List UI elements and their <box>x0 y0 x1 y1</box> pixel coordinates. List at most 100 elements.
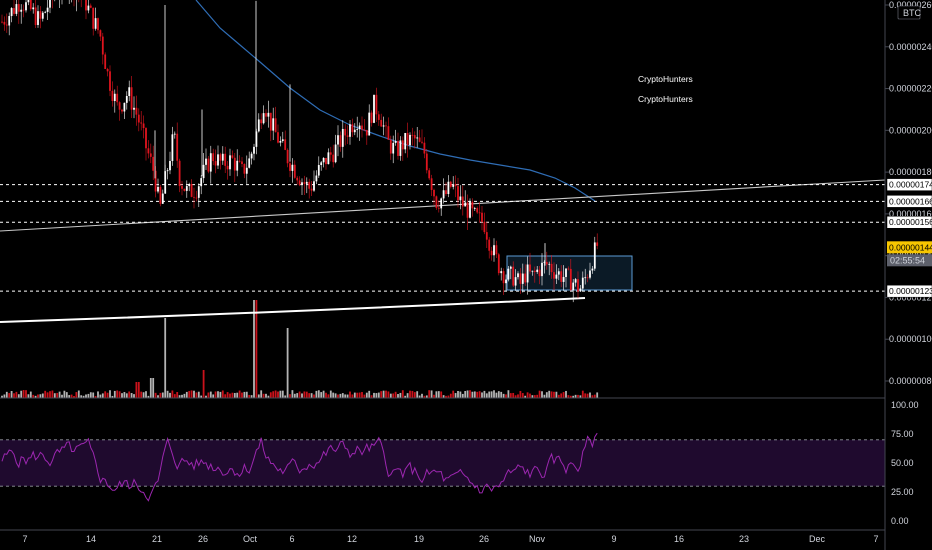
volume-bar <box>224 394 227 398</box>
rsi-panel <box>0 432 885 502</box>
candle-body <box>279 140 282 143</box>
volume-bar <box>555 391 558 398</box>
volume-bar <box>596 392 599 398</box>
candle-body <box>212 153 215 162</box>
volume-bar <box>296 393 299 398</box>
candle-body <box>401 140 404 150</box>
volume-bar <box>116 390 119 398</box>
candle-body <box>188 184 191 187</box>
candle-body <box>274 118 277 133</box>
candle-body <box>46 7 49 12</box>
candle-body <box>473 208 476 209</box>
rsi-band <box>0 439 885 487</box>
volume-bar <box>574 394 577 398</box>
candle-body <box>5 24 8 26</box>
candle-body <box>567 268 570 270</box>
volume-bar <box>437 391 440 398</box>
candle-body <box>224 153 227 166</box>
volume-bar <box>581 390 584 398</box>
candle-body <box>15 4 18 14</box>
volume-bar <box>214 391 217 398</box>
volume-bar <box>253 300 255 398</box>
candle-body <box>416 137 419 139</box>
volume-bar <box>44 390 47 398</box>
volume-bar <box>289 394 291 398</box>
volume-bar <box>46 392 49 398</box>
time-tick-label: Dec <box>809 534 826 544</box>
rsi-tick-label: 100.00 <box>891 400 919 410</box>
volume-bar <box>351 394 354 398</box>
candle-body <box>214 161 217 166</box>
candle-body <box>584 277 587 279</box>
volume-bar <box>509 393 512 398</box>
candle-body <box>370 112 373 123</box>
candle-body <box>130 87 133 110</box>
candle-body <box>320 162 323 166</box>
volume-bar <box>413 392 416 398</box>
volume-bar <box>51 390 54 398</box>
volume-bar <box>157 395 159 398</box>
volume-bar <box>370 395 373 398</box>
candle-body <box>430 178 433 190</box>
volume-bar <box>365 392 368 398</box>
candle-body <box>3 21 6 25</box>
volume-bar <box>238 390 241 398</box>
candle-body <box>197 186 200 198</box>
time-tick-label: 26 <box>198 534 208 544</box>
volume-bar <box>109 390 111 398</box>
volume-bar <box>236 392 239 398</box>
volume-bar <box>377 392 380 398</box>
candle-body <box>10 8 13 17</box>
candle-body <box>94 18 97 29</box>
volume-bar <box>13 393 15 398</box>
volume-bar <box>584 393 587 398</box>
volume-bar <box>560 393 563 398</box>
candle-body <box>293 164 296 178</box>
rsi-line <box>1 432 598 502</box>
candle-body <box>233 157 236 171</box>
volume-bar <box>399 392 402 398</box>
volume-bar <box>61 394 63 398</box>
volume-bar <box>73 395 75 398</box>
volume-bar <box>41 393 44 398</box>
time-tick-label: 16 <box>674 534 684 544</box>
volume-bar <box>490 391 493 398</box>
candle-body <box>298 180 301 185</box>
time-tick-label: 14 <box>86 534 96 544</box>
volume-bar <box>257 394 260 398</box>
volume-bars <box>1 300 599 398</box>
volume-bar <box>154 392 157 398</box>
volume-bar <box>529 393 531 398</box>
volume-bar <box>512 392 515 398</box>
candle-body <box>250 153 253 159</box>
volume-bar <box>89 392 92 398</box>
candle-body <box>303 182 306 184</box>
candle-body <box>521 273 524 284</box>
candle-body <box>178 160 181 187</box>
volume-bar <box>313 394 315 398</box>
candle-body <box>476 208 479 213</box>
candle-body <box>152 156 155 171</box>
price-level-tag-label: 0.00000144 <box>889 242 932 252</box>
volume-bar <box>502 393 505 398</box>
volume-bar <box>58 391 61 398</box>
candle-body <box>109 71 111 91</box>
volume-bar <box>32 394 35 398</box>
volume-bar <box>87 393 90 398</box>
candle-body <box>332 154 335 163</box>
volume-bar <box>128 391 131 398</box>
candle-body <box>41 12 44 19</box>
candle-body <box>193 196 195 198</box>
volume-bar <box>183 393 186 398</box>
volume-bar <box>181 394 183 398</box>
volume-bar <box>533 395 536 398</box>
candle-body <box>231 155 234 158</box>
volume-bar <box>92 392 95 398</box>
volume-bar <box>591 395 594 398</box>
candle-body <box>241 161 243 164</box>
volume-bar <box>397 394 399 398</box>
candle-body <box>375 94 378 115</box>
candle-body <box>243 163 246 174</box>
volume-bar <box>260 390 263 398</box>
